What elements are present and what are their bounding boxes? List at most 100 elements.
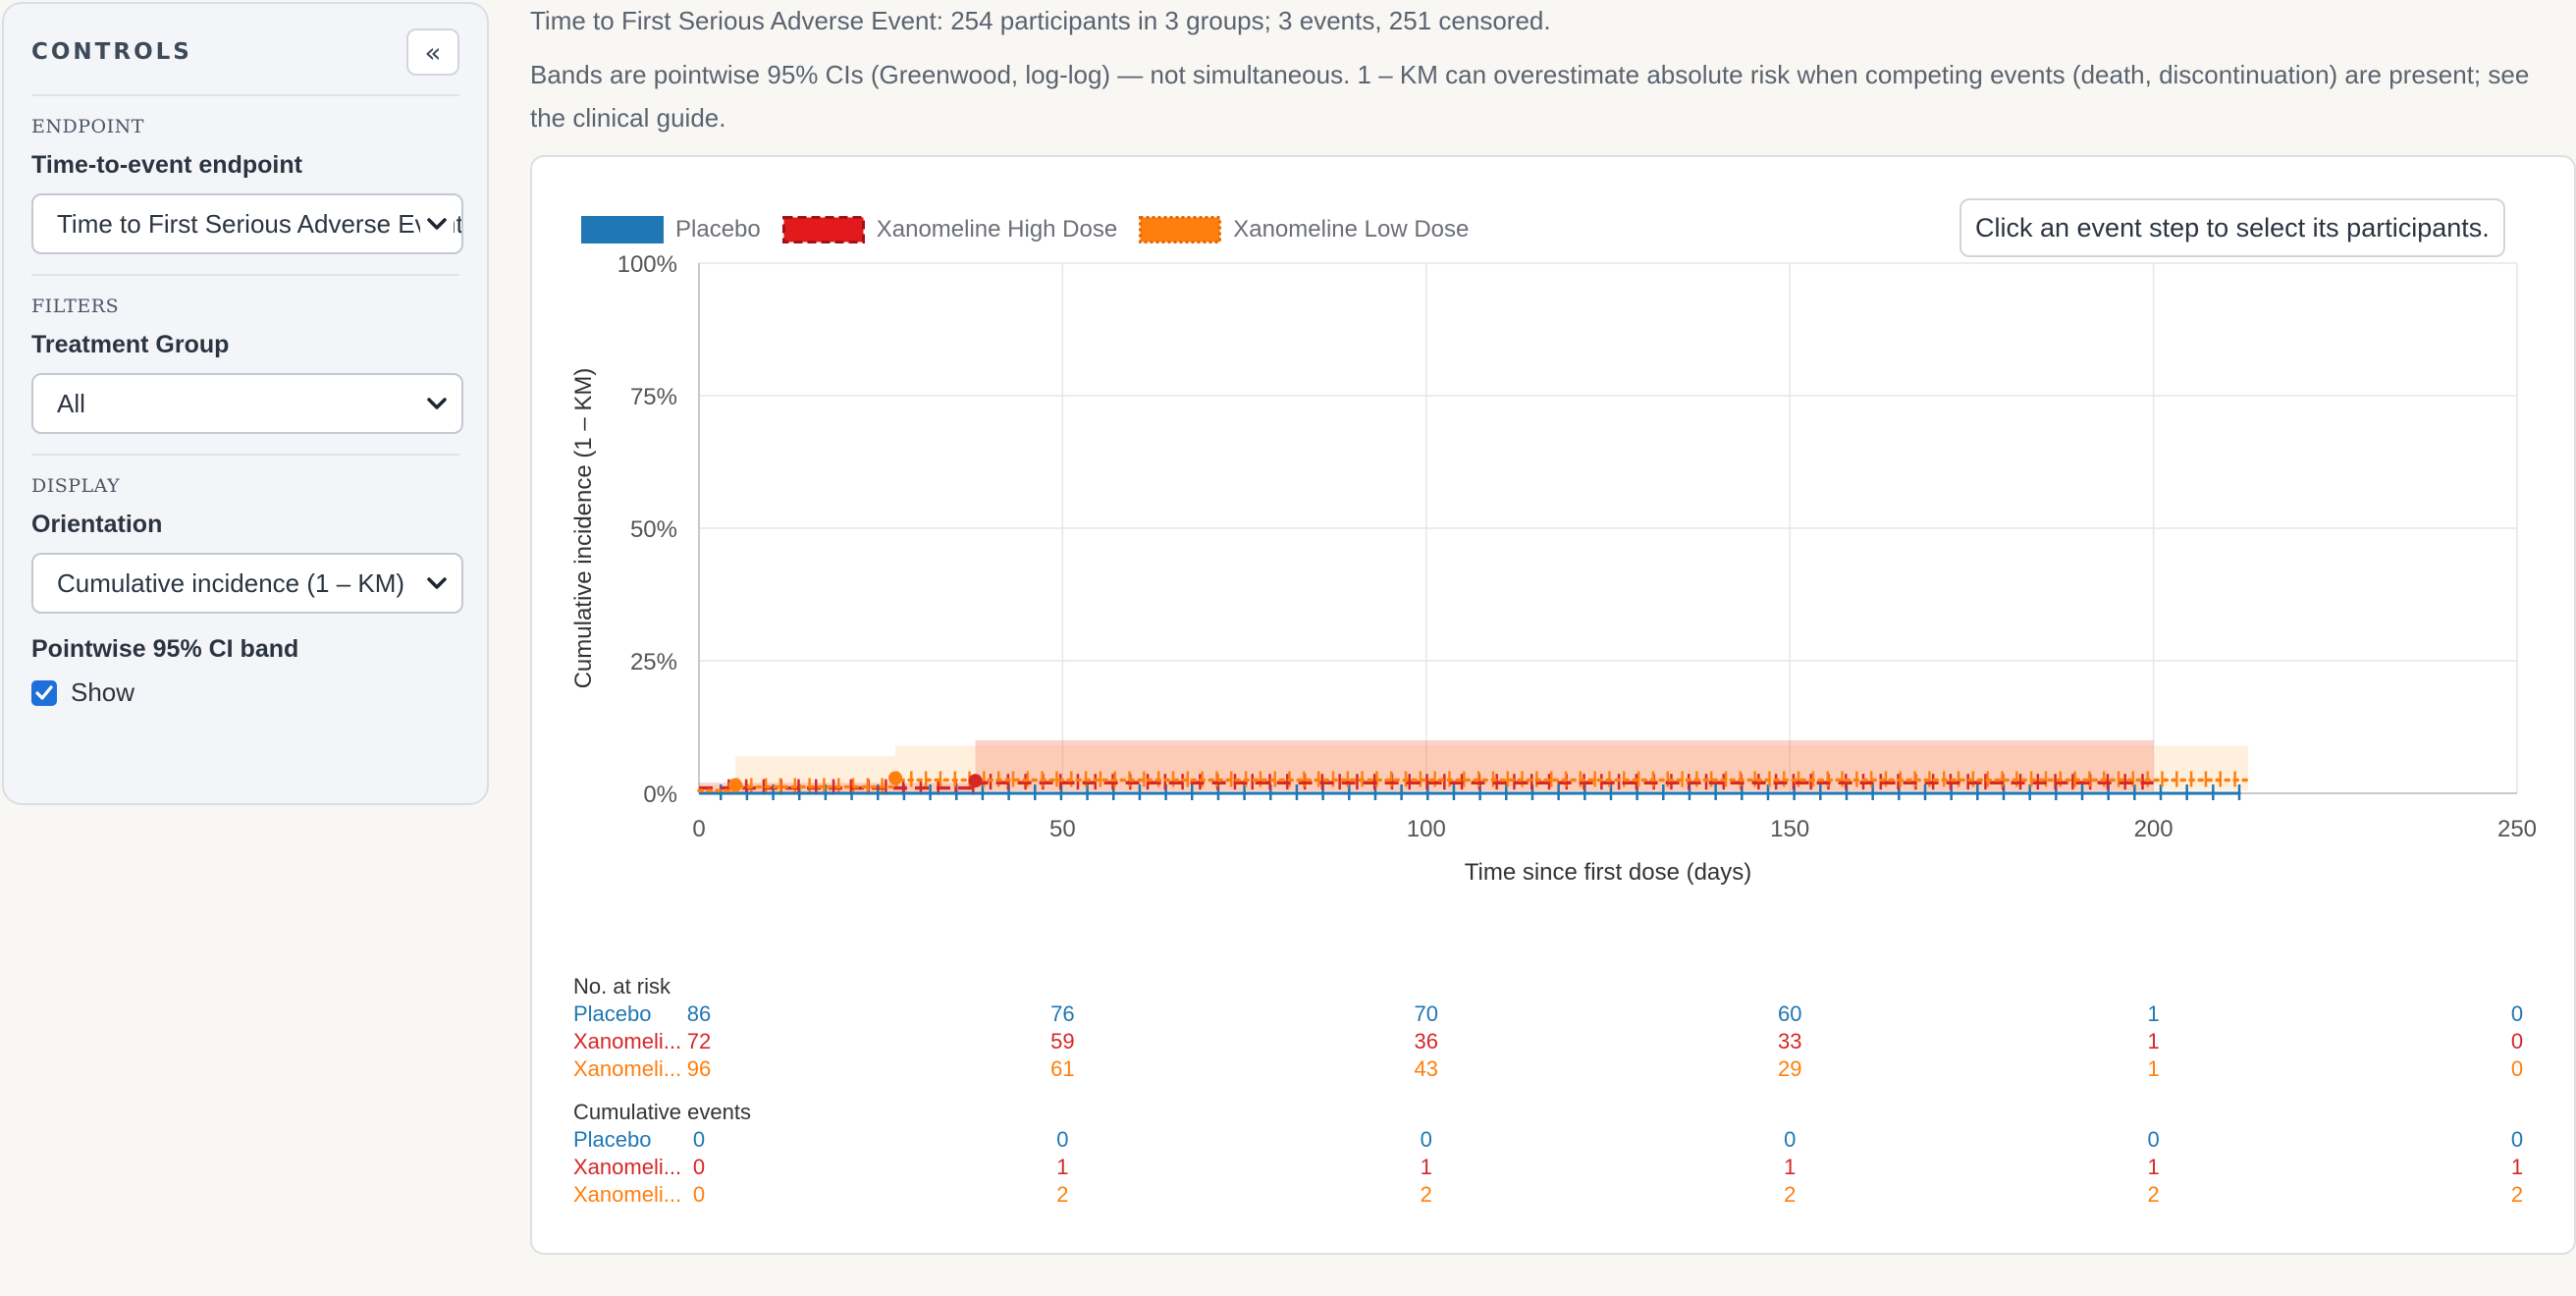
risk-cell-placebo: 0 [2511,1001,2523,1026]
section-label-display: DISPLAY [31,475,121,497]
risk-cell-low: 96 [687,1056,711,1081]
section-label-endpoint: ENDPOINT [31,116,144,137]
risk-cell-low: 0 [2511,1056,2523,1081]
events-row-label-placebo: Placebo [573,1127,652,1152]
treatment-group-label: Treatment Group [31,331,230,358]
risk-cell-high: 0 [2511,1029,2523,1053]
endpoint-select-value: Time to First Serious Adverse Event [57,209,463,239]
event-step-low[interactable] [888,771,903,785]
legend-item-high-dose[interactable]: Xanomeline High Dose [781,216,1118,243]
risk-cell-low: 29 [1778,1056,1801,1081]
events-cell-high: 1 [1784,1155,1796,1179]
selection-hint: Click an event step to select its partic… [1959,198,2505,257]
events-cell-placebo: 0 [2147,1127,2159,1152]
events-cell-placebo: 0 [1421,1127,1432,1152]
risk-cell-high: 59 [1050,1029,1074,1053]
events-cell-low: 2 [1421,1182,1432,1207]
endpoint-label: Time-to-event endpoint [31,151,302,179]
risk-cell-high: 1 [2147,1029,2159,1053]
events-cell-high: 0 [693,1155,705,1179]
treatment-group-select[interactable]: All [31,373,463,434]
ci-band-checkbox[interactable] [31,679,57,706]
events-cell-placebo: 0 [1784,1127,1796,1152]
ci-note: Bands are pointwise 95% CIs (Greenwood, … [530,60,2530,133]
x-tick-label: 50 [1049,816,1076,842]
chevron-down-icon [420,375,454,432]
risk-table-title: No. at risk [573,974,671,999]
section-label-filters: FILTERS [31,296,120,317]
chart-legend: Placebo Xanomeline High Dose Xanomeline … [581,216,1473,243]
divider [31,454,459,456]
events-cell-placebo: 0 [2511,1127,2523,1152]
chevron-down-icon [420,555,454,612]
y-tick-label: 0% [643,782,677,808]
legend-item-placebo[interactable]: Placebo [581,216,761,243]
events-row-label-high: Xanomeli... [573,1155,681,1179]
event-step-high[interactable] [968,774,983,788]
risk-row-label-high: Xanomeli... [573,1029,681,1053]
y-tick-label: 50% [630,516,677,543]
events-cell-low: 2 [2511,1182,2523,1207]
risk-cell-placebo: 70 [1415,1001,1438,1026]
sidebar-header: CONTROLS « [31,28,459,76]
chevron-down-icon [420,195,454,252]
treatment-group-select-value: All [57,389,85,418]
events-cell-low: 2 [1056,1182,1068,1207]
risk-cell-low: 61 [1050,1056,1074,1081]
ci-band-label: Pointwise 95% CI band [31,635,299,663]
legend-swatch-low-dose [1139,216,1222,243]
events-cell-high: 1 [1421,1155,1432,1179]
events-cell-high: 1 [2147,1155,2159,1179]
legend-item-low-dose[interactable]: Xanomeline Low Dose [1139,216,1469,243]
risk-cell-low: 43 [1415,1056,1438,1081]
controls-sidebar: CONTROLS « ENDPOINT Time-to-event endpoi… [2,2,489,805]
events-cell-placebo: 0 [693,1127,705,1152]
risk-cell-high: 33 [1778,1029,1801,1053]
x-tick-label: 100 [1407,816,1446,842]
events-cell-low: 2 [1784,1182,1796,1207]
sidebar-title: CONTROLS [31,39,192,65]
events-table-title: Cumulative events [573,1100,751,1124]
orientation-label: Orientation [31,511,163,538]
endpoint-select[interactable]: Time to First Serious Adverse Event [31,193,463,254]
orientation-select-value: Cumulative incidence (1 – KM) [57,568,405,598]
risk-cell-placebo: 76 [1050,1001,1074,1026]
risk-cell-placebo: 86 [687,1001,711,1026]
legend-label-high-dose: Xanomeline High Dose [876,216,1118,243]
x-axis-title: Time since first dose (days) [1465,859,1752,886]
orientation-select[interactable]: Cumulative incidence (1 – KM) [31,553,463,614]
y-tick-label: 100% [617,251,677,278]
x-tick-label: 150 [1770,816,1809,842]
ci-band-toggle[interactable]: Show [31,677,459,708]
risk-cell-high: 72 [687,1029,711,1053]
risk-cell-placebo: 60 [1778,1001,1801,1026]
y-tick-label: 75% [630,384,677,410]
risk-row-label-placebo: Placebo [573,1001,652,1026]
events-cell-high: 1 [1056,1155,1068,1179]
endpoint-summary: Time to First Serious Adverse Event: 254… [530,6,1551,35]
risk-cell-high: 36 [1415,1029,1438,1053]
x-tick-label: 250 [2497,816,2537,842]
risk-cell-low: 1 [2147,1056,2159,1081]
ci-band-checkbox-label: Show [71,677,135,707]
legend-swatch-high-dose [781,216,865,243]
checkmark-icon [35,684,53,700]
risk-cell-placebo: 1 [2147,1001,2159,1026]
events-row-label-low: Xanomeli... [573,1182,681,1207]
legend-label-low-dose: Xanomeline Low Dose [1233,216,1470,243]
events-cell-placebo: 0 [1056,1127,1068,1152]
divider [31,274,459,276]
x-tick-label: 200 [2134,816,2174,842]
events-cell-high: 1 [2511,1155,2523,1179]
event-step-low[interactable] [728,778,743,792]
km-curve-low [697,778,2250,793]
x-tick-label: 0 [692,816,705,842]
y-tick-label: 25% [630,649,677,675]
chart-card: 0 50 100 150 200 250 0% 25% 50% 75% 100% Time since… [530,155,2576,1255]
legend-label-placebo: Placebo [675,216,761,243]
events-cell-low: 0 [693,1182,705,1207]
y-axis-title: Cumulative incidence (1 – KM) [570,368,597,689]
legend-swatch-placebo [581,216,664,243]
collapse-sidebar-button[interactable]: « [406,28,459,76]
